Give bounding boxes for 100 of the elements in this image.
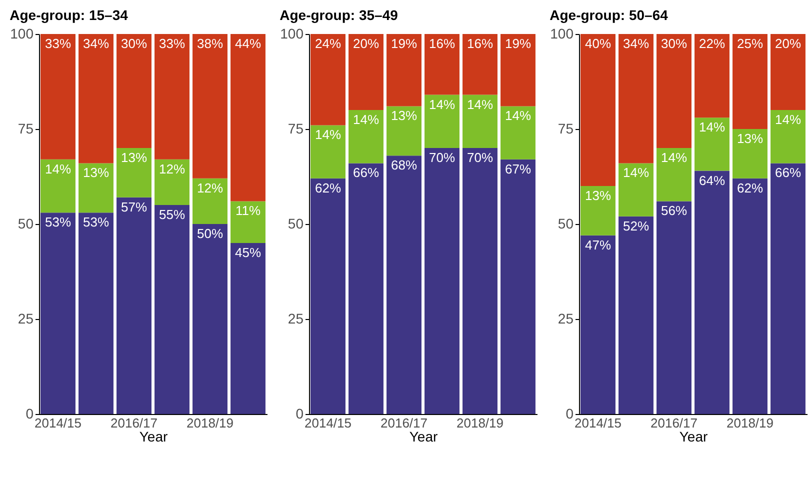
bar	[310, 34, 346, 126]
data-label: 68%	[390, 158, 418, 173]
data-label: 14%	[660, 150, 688, 165]
chart-title: Age-group: 35–49	[280, 7, 398, 23]
data-label: 53%	[44, 214, 72, 230]
bar	[40, 212, 76, 414]
y-tick-label: 25	[18, 310, 34, 326]
data-label: 14%	[314, 127, 342, 142]
bar	[618, 163, 654, 216]
bar	[348, 163, 384, 414]
bar	[732, 178, 768, 414]
y-tick-label: 50	[18, 216, 34, 232]
bar	[424, 148, 460, 414]
bar	[694, 34, 730, 118]
data-label: 11%	[235, 203, 261, 218]
data-label: 33%	[158, 36, 186, 51]
y-tick-label: 0	[296, 406, 304, 422]
data-label: 14%	[622, 165, 650, 180]
data-label: 14%	[466, 96, 494, 112]
data-label: 13%	[736, 131, 764, 146]
data-label: 14%	[428, 96, 456, 112]
bar	[40, 159, 76, 213]
bar	[386, 34, 422, 106]
data-label: 16%	[466, 36, 494, 51]
x-axis-title: Year	[139, 428, 168, 444]
bar	[40, 34, 76, 160]
bar	[78, 212, 114, 414]
data-label: 19%	[504, 36, 532, 51]
data-label: 66%	[352, 165, 380, 180]
x-tick-label: 2018/19	[186, 416, 234, 430]
x-axis-title: Year	[679, 428, 708, 444]
bar	[580, 186, 616, 236]
bar	[732, 129, 768, 178]
bar	[386, 106, 422, 156]
x-tick-label: 2016/17	[380, 416, 428, 430]
data-label: 22%	[698, 36, 726, 51]
y-tick-label: 50	[288, 216, 304, 232]
bar	[348, 110, 384, 164]
data-label: 55%	[158, 207, 186, 222]
data-label: 13%	[120, 150, 148, 165]
y-tick-label: 75	[288, 120, 304, 136]
data-label: 64%	[698, 172, 726, 188]
bar	[116, 197, 152, 414]
bar	[500, 34, 536, 106]
x-axis-title: Year	[409, 428, 438, 444]
data-label: 40%	[584, 36, 612, 51]
y-tick-label: 75	[558, 120, 574, 136]
data-label: 62%	[314, 180, 342, 196]
bar	[310, 125, 346, 178]
y-tick-label: 100	[550, 26, 574, 42]
bar	[192, 34, 228, 178]
data-label: 24%	[314, 36, 342, 51]
bar	[462, 34, 498, 95]
bar	[154, 205, 190, 414]
y-tick-label: 50	[558, 216, 574, 232]
y-tick-label: 0	[26, 406, 34, 422]
data-label: 70%	[428, 150, 456, 165]
bar	[694, 170, 730, 414]
bar	[192, 178, 228, 224]
bar	[230, 201, 266, 243]
bar	[618, 34, 654, 164]
bar	[656, 34, 692, 148]
x-tick-label: 2014/15	[574, 416, 622, 430]
data-label: 30%	[120, 36, 148, 51]
chart-title: Age-group: 15–34	[10, 7, 128, 23]
data-label: 14%	[774, 112, 802, 127]
data-label: 13%	[390, 108, 418, 124]
data-label: 14%	[44, 161, 72, 176]
data-label: 13%	[584, 188, 612, 203]
y-tick-label: 0	[566, 406, 574, 422]
data-label: 14%	[698, 120, 726, 135]
y-tick-label: 100	[280, 26, 304, 42]
chart-title: Age-group: 50–64	[550, 7, 668, 23]
data-label: 52%	[622, 218, 650, 234]
bar	[770, 110, 806, 164]
bar	[656, 201, 692, 414]
data-label: 33%	[44, 36, 72, 51]
bar	[116, 34, 152, 148]
data-label: 57%	[120, 199, 148, 214]
x-tick-label: 2016/17	[110, 416, 158, 430]
y-tick-label: 75	[18, 120, 34, 136]
bar	[78, 163, 114, 213]
bar	[500, 159, 536, 414]
data-label: 38%	[196, 36, 224, 51]
bar	[618, 216, 654, 414]
data-label: 12%	[196, 180, 224, 196]
bar	[580, 235, 616, 414]
bar	[424, 94, 460, 148]
x-tick-label: 2018/19	[726, 416, 774, 430]
x-tick-label: 2018/19	[456, 416, 504, 430]
x-tick-label: 2016/17	[650, 416, 698, 430]
data-label: 44%	[234, 36, 262, 51]
y-tick-label: 25	[558, 310, 574, 326]
data-label: 34%	[622, 36, 650, 51]
bar	[386, 156, 422, 414]
data-label: 14%	[352, 112, 380, 127]
bar	[230, 34, 266, 202]
data-label: 20%	[774, 36, 802, 51]
data-label: 56%	[660, 203, 688, 218]
bar	[154, 34, 190, 160]
